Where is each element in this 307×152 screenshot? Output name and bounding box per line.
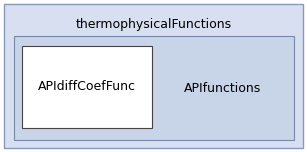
Bar [22, 46, 152, 128]
Text: thermophysicalFunctions: thermophysicalFunctions [76, 18, 231, 31]
Bar [14, 36, 294, 140]
Text: APIdiffCoefFunc: APIdiffCoefFunc [38, 81, 136, 93]
Text: APIfunctions: APIfunctions [185, 81, 262, 95]
